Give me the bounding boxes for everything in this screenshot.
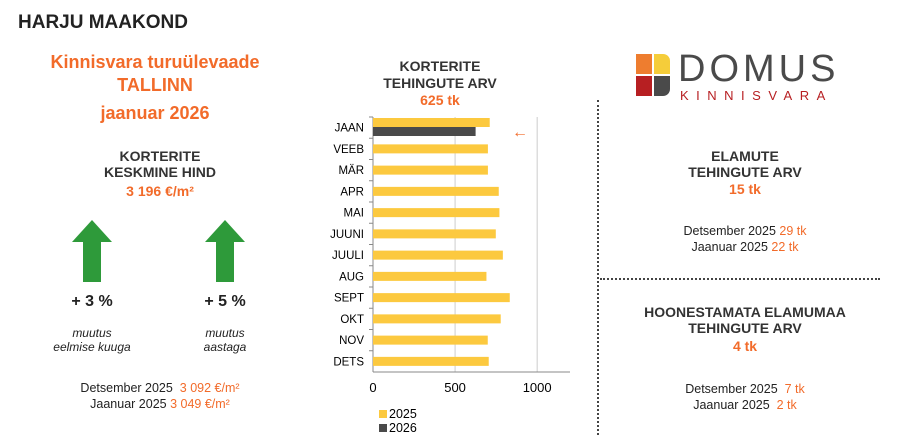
category-label: JUULI [332,250,364,262]
category-label: VEEB [333,144,364,156]
bar-2025 [373,335,488,345]
title: TEHINGUTE ARV [688,164,802,180]
domus-logo-icon [636,54,670,96]
price-title: KORTERITE KESKMINE HIND [40,148,280,180]
houses-title: ELAMUTE TEHINGUTE ARV [610,148,880,180]
report-title: Kinnisvara turuülevaade [50,52,260,72]
category-label: OKT [340,314,364,326]
category-label: APR [340,186,364,198]
bar-2025 [373,271,487,281]
annotation-arrow-icon: ← [512,124,528,141]
category-label: JAAN [335,123,364,135]
houses-ref-1: Detsember 2025 29 tk [610,224,880,238]
title: ELAMUTE [711,148,779,164]
bar-2025 [373,314,501,324]
price-ref-1: Detsember 2025 3 092 €/m² [20,381,300,395]
change-month-label: muutus eelmise kuuga [22,326,162,354]
ref-value: 3 049 €/m² [170,397,230,411]
ref-value: 3 092 €/m² [179,381,240,395]
divider-vertical [597,100,599,435]
bar-2025 [373,250,503,260]
divider-horizontal [600,278,880,280]
logo-name: DOMUS [678,48,840,90]
ref-label: Jaanuar 2025 [90,397,167,411]
ref-label: Detsember 2025 [685,382,778,396]
category-label: SEPT [334,293,364,305]
legend-label: 2025 [389,407,417,421]
category-label: JUUNI [330,229,364,241]
label: muutus [205,326,245,340]
ref-label: Jaanuar 2025 [691,240,768,254]
houses-value: 15 tk [729,181,761,197]
category-label: MÄR [338,165,364,177]
land-ref-1: Detsember 2025 7 tk [610,382,880,396]
price-value: 3 196 €/m² [126,183,194,199]
chart-title-text: KORTERITE TEHINGUTE ARV [383,58,497,91]
price-title-1: KORTERITE [119,148,201,164]
legend-swatch [379,424,387,432]
ref-label: Jaanuar 2025 [693,398,770,412]
change-year-label: muutus aastaga [165,326,285,354]
bar-2025 [373,356,489,366]
price-ref-2: Jaanuar 2025 3 049 €/m² [20,397,300,411]
change-year: + 5 % [204,293,246,310]
title: HOONESTAMATA ELAMUMAA [644,304,846,320]
bar-2025 [373,229,496,239]
category-label: NOV [339,335,364,347]
ref-label: Detsember 2025 [683,224,776,238]
x-tick-label: 500 [444,380,466,395]
domus-logo: DOMUS KINNISVARA [622,40,876,106]
land-value: 4 tk [732,338,758,354]
category-label: DETS [333,356,364,368]
label: muutus [72,326,112,340]
title: TEHINGUTE ARV [688,320,802,336]
legend-swatch [379,410,387,418]
land-title: HOONESTAMATA ELAMUMAA TEHINGUTE ARV [610,304,880,336]
bar-2025 [373,118,490,127]
bar-2025 [373,186,499,196]
houses-ref-2: Jaanuar 2025 22 tk [610,240,880,254]
chart-title: KORTERITE TEHINGUTE ARV [340,58,540,92]
ref-value: 7 tk [784,382,805,396]
ref-value: 22 tk [771,240,799,254]
change-month: + 3 % [71,293,113,310]
ref-label: Detsember 2025 [80,381,173,395]
bar-2025 [373,165,488,175]
period: jaanuar 2026 [100,103,210,123]
category-label: AUG [339,271,364,283]
label: aastaga [203,340,247,354]
bar-2026 [373,127,476,136]
region-title: HARJU MAAKOND [18,12,188,33]
chart-subtitle: 625 tk [420,92,460,108]
logo-sub: KINNISVARA [680,88,833,103]
ref-value: 2 tk [776,398,797,412]
legend-label: 2026 [389,421,417,435]
ref-value: 29 tk [779,224,807,238]
up-arrow-icon [205,220,245,282]
city: TALLINN [117,75,193,95]
transactions-bar-chart: 0 500 1000 JAAN VEEB MÄR APR MAI JUUNI JUULI AUG SE… [330,116,570,435]
x-tick-label: 1000 [523,380,552,395]
bar-2025 [373,208,500,218]
label: eelmise kuuga [53,340,131,354]
up-arrow-icon [72,220,112,282]
land-ref-2: Jaanuar 2025 2 tk [610,398,880,412]
price-title-2: KESKMINE HIND [103,164,216,180]
bar-2025 [373,144,488,154]
category-label: MAI [344,208,364,220]
bar-2025 [373,293,510,303]
x-tick-label: 0 [369,380,376,395]
